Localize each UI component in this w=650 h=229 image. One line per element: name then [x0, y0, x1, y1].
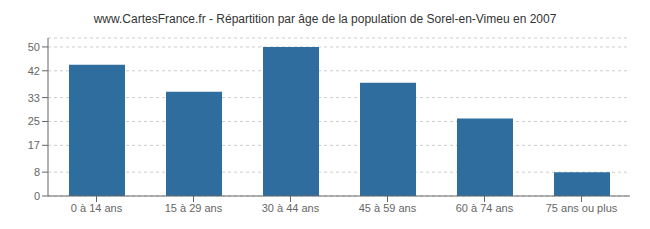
svg-text:60 à 74 ans: 60 à 74 ans: [456, 202, 514, 214]
svg-text:50: 50: [28, 41, 40, 53]
svg-text:8: 8: [34, 166, 40, 178]
svg-text:30 à 44 ans: 30 à 44 ans: [262, 202, 320, 214]
html-text:www.CartesFrance.fr - Répartit: www.CartesFrance.fr - Répartition par âg…: [93, 12, 557, 26]
svg-text:75 ans ou plus: 75 ans ou plus: [546, 202, 618, 214]
svg-text:0: 0: [34, 190, 40, 202]
svg-text:42: 42: [28, 65, 40, 77]
svg-text:25: 25: [28, 115, 40, 127]
svg-text:45 à 59 ans: 45 à 59 ans: [359, 202, 417, 214]
svg-text:33: 33: [28, 92, 40, 104]
svg-text:0 à 14 ans: 0 à 14 ans: [71, 202, 123, 214]
svg-text:17: 17: [28, 139, 40, 151]
svg-text:15 à 29 ans: 15 à 29 ans: [165, 202, 223, 214]
